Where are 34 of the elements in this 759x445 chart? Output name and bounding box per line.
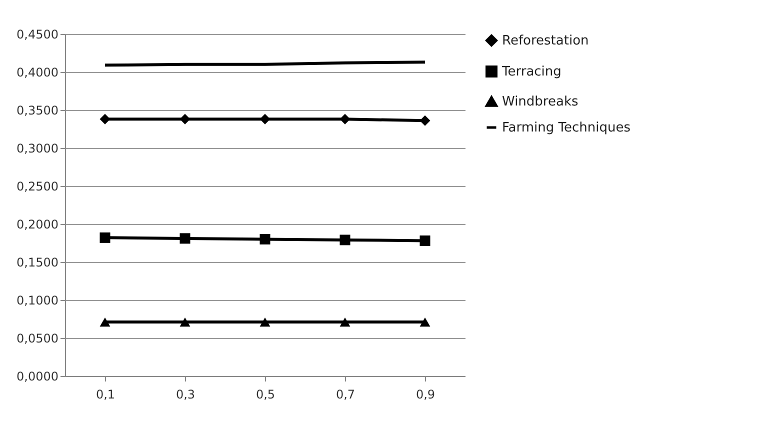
- point: [340, 114, 350, 124]
- point: [100, 318, 110, 327]
- y-tick-label: 0,2500: [16, 180, 58, 194]
- y-tick-label: 0,4000: [16, 66, 58, 80]
- x-tick-label: 0,5: [256, 388, 276, 402]
- point: [260, 318, 270, 327]
- legend-label: Farming Techniques: [502, 120, 631, 136]
- point: [180, 318, 190, 327]
- y-tick-label: 0,1000: [16, 294, 58, 308]
- point: [420, 318, 430, 327]
- point: [260, 234, 270, 244]
- point: [100, 114, 110, 124]
- legend-label: Terracing: [501, 64, 562, 80]
- x-tick-label: 0,3: [176, 388, 196, 402]
- point: [340, 234, 350, 246]
- point: [420, 235, 430, 246]
- y-tick-label: 0,0500: [16, 332, 58, 346]
- y-tick-label: 0,3000: [16, 142, 58, 156]
- point: [260, 114, 270, 124]
- y-tick-label: 0,2000: [16, 218, 58, 232]
- point: [420, 115, 430, 126]
- legend-label: Reforestation: [502, 34, 589, 48]
- point: [180, 114, 190, 124]
- y-tick-label: 0,1500: [16, 256, 58, 270]
- y-tick-label: 0,4500: [16, 28, 58, 42]
- point: [340, 318, 350, 327]
- x-tick-label: 0,9: [416, 388, 436, 402]
- point: [100, 232, 110, 243]
- y-tick-label: 0,3500: [16, 104, 58, 118]
- point: [180, 233, 190, 244]
- legend-label: Windbreaks: [502, 94, 578, 110]
- y-tick-label: 0,0000: [16, 370, 58, 384]
- x-tick-label: 0,7: [336, 388, 356, 402]
- x-tick-label: 0,1: [96, 388, 116, 402]
